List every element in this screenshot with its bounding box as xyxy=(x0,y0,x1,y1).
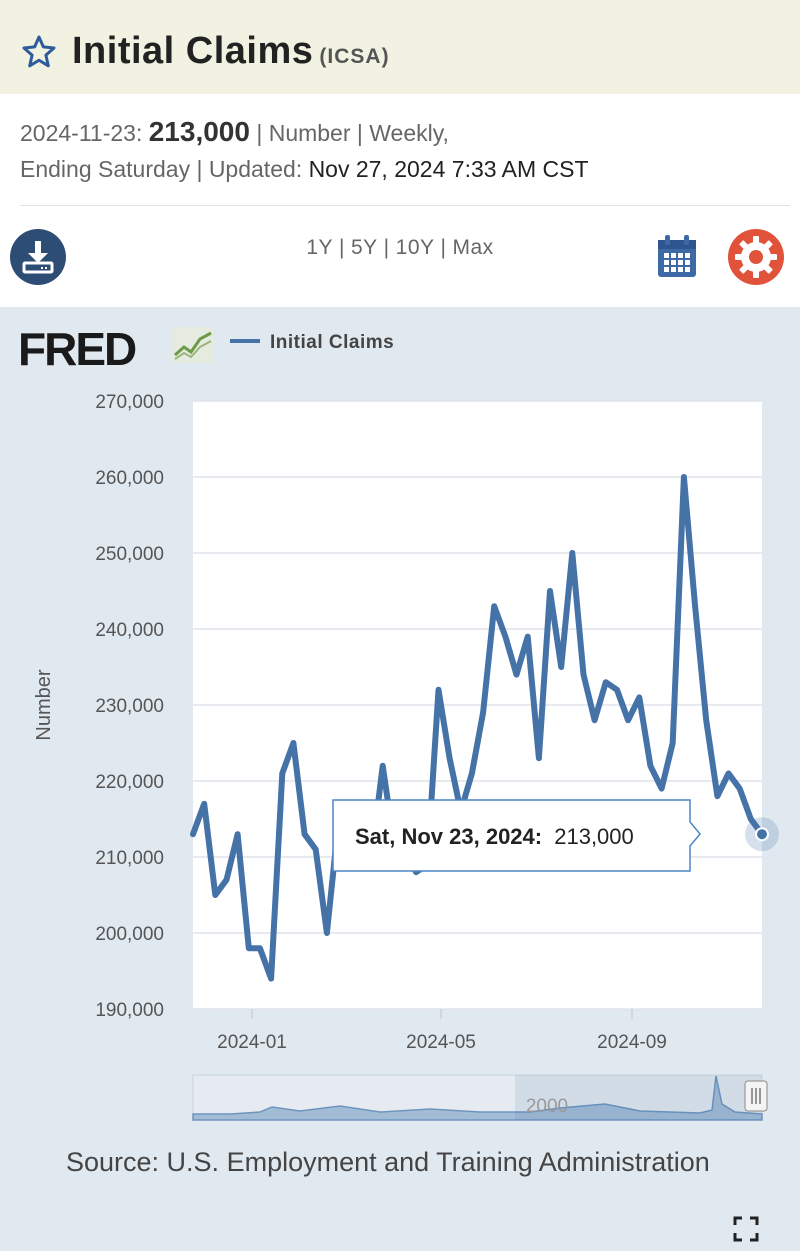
observation-frequency: Ending Saturday | Updated: xyxy=(20,156,303,182)
page-title: Initial Claims (ICSA) xyxy=(72,30,390,73)
data-point[interactable] xyxy=(324,930,330,936)
gear-icon[interactable] xyxy=(727,228,785,286)
observation-date: 2024-11-23: xyxy=(20,120,143,146)
series-code: (ICSA) xyxy=(319,45,390,68)
data-point[interactable] xyxy=(726,770,732,776)
data-point[interactable] xyxy=(469,770,475,776)
data-point[interactable] xyxy=(480,710,486,716)
data-point[interactable] xyxy=(435,687,441,693)
download-button[interactable] xyxy=(10,229,66,285)
observation-meta: 2024-11-23: 213,000 | Number | Weekly, E… xyxy=(20,114,790,187)
x-tick-label: 2024-09 xyxy=(597,1032,667,1053)
data-point[interactable] xyxy=(268,976,274,982)
source-note: Source: U.S. Employment and Training Adm… xyxy=(66,1147,710,1177)
range-1y[interactable]: 1Y xyxy=(306,236,334,259)
hover-point[interactable] xyxy=(755,827,769,842)
series-line[interactable] xyxy=(190,474,765,982)
data-point[interactable] xyxy=(223,877,229,883)
data-point[interactable] xyxy=(302,831,308,837)
range-10y[interactable]: 10Y xyxy=(395,236,435,259)
star-icon[interactable] xyxy=(20,34,58,70)
y-tick-label: 200,000 xyxy=(95,924,164,945)
range-navigator[interactable]: 2000 xyxy=(192,1074,768,1121)
data-point[interactable] xyxy=(235,831,241,837)
data-point[interactable] xyxy=(201,801,207,807)
tooltip: Sat, Nov 23, 2024: 213,000 xyxy=(332,799,701,872)
data-point[interactable] xyxy=(625,717,631,723)
y-axis-label: Number xyxy=(33,669,55,740)
legend-swatch xyxy=(230,338,260,343)
data-point[interactable] xyxy=(380,763,386,769)
fred-logo: FRED xyxy=(18,323,137,375)
data-point[interactable] xyxy=(681,474,687,480)
navigator-label: 2000 xyxy=(526,1096,568,1117)
x-tick-label: 2024-05 xyxy=(406,1032,476,1053)
data-point[interactable] xyxy=(290,740,296,746)
data-point[interactable] xyxy=(692,603,698,609)
y-tick-label: 210,000 xyxy=(95,848,164,869)
x-tick-label: 2024-01 xyxy=(217,1032,287,1053)
calendar-icon[interactable] xyxy=(656,233,698,279)
data-point[interactable] xyxy=(536,755,542,761)
tooltip-date: Sat, Nov 23, 2024: xyxy=(355,824,542,849)
data-point[interactable] xyxy=(558,664,564,670)
data-point[interactable] xyxy=(614,687,620,693)
y-tick-label: 230,000 xyxy=(95,696,164,717)
tooltip-value: 213,000 xyxy=(554,824,634,849)
legend-label: Initial Claims xyxy=(270,332,395,353)
chart-legend[interactable]: Initial Claims xyxy=(230,332,394,354)
data-point[interactable] xyxy=(257,945,263,951)
data-point[interactable] xyxy=(603,679,609,685)
data-point[interactable] xyxy=(580,672,586,678)
range-5y[interactable]: 5Y xyxy=(350,236,378,259)
data-point[interactable] xyxy=(313,846,319,852)
data-point[interactable] xyxy=(714,793,720,799)
data-point[interactable] xyxy=(647,763,653,769)
download-icon xyxy=(22,241,54,274)
chart: 190,000 200,000 210,000 220,000 230,000 240,0… xyxy=(33,392,779,1121)
series-header: Initial Claims (ICSA) xyxy=(0,0,800,94)
data-point[interactable] xyxy=(569,550,575,556)
data-point[interactable] xyxy=(279,770,285,776)
y-tick-label: 260,000 xyxy=(95,468,164,489)
data-point[interactable] xyxy=(190,831,196,837)
data-point[interactable] xyxy=(636,694,642,700)
svg-text:Sat, Nov 23, 2024: 213,0: Sat, Nov 23, 2024: 213,000 xyxy=(355,824,634,849)
data-point[interactable] xyxy=(514,672,520,678)
data-point[interactable] xyxy=(737,786,743,792)
data-point[interactable] xyxy=(670,740,676,746)
data-point[interactable] xyxy=(212,892,218,898)
data-point[interactable] xyxy=(592,717,598,723)
y-tick-label: 240,000 xyxy=(95,620,164,641)
trend-logo-icon xyxy=(172,327,214,363)
data-point[interactable] xyxy=(246,945,252,951)
data-point[interactable] xyxy=(659,786,665,792)
y-tick-label: 270,000 xyxy=(95,392,164,413)
observation-value: 213,000 xyxy=(148,116,250,147)
y-tick-label: 220,000 xyxy=(95,772,164,793)
updated-time: Nov 27, 2024 7:33 AM CST xyxy=(308,156,589,182)
data-point[interactable] xyxy=(502,634,508,640)
y-tick-label: 250,000 xyxy=(95,544,164,565)
fullscreen-icon[interactable] xyxy=(733,1216,759,1242)
series-title: Initial Claims xyxy=(72,30,314,72)
range-selector: 1Y | 5Y | 10Y | Max xyxy=(306,236,494,259)
data-point[interactable] xyxy=(491,603,497,609)
observation-units: | Number | Weekly, xyxy=(256,120,449,146)
divider xyxy=(20,205,790,206)
data-point[interactable] xyxy=(525,634,531,640)
data-point[interactable] xyxy=(447,755,453,761)
range-max[interactable]: Max xyxy=(452,236,494,259)
data-point[interactable] xyxy=(703,717,709,723)
data-point[interactable] xyxy=(547,588,553,594)
y-tick-label: 190,000 xyxy=(95,1000,164,1021)
